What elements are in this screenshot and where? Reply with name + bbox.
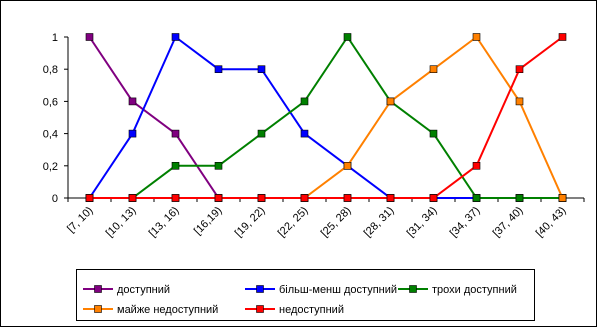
series-layer xyxy=(85,33,567,202)
series-line xyxy=(89,35,563,199)
data-point xyxy=(257,65,266,73)
legend-marker xyxy=(94,285,102,293)
data-point xyxy=(429,129,438,138)
y-tick-label: 0,2 xyxy=(43,161,58,173)
legend-label: доступний xyxy=(117,284,170,296)
data-point xyxy=(472,162,481,170)
data-point xyxy=(300,194,309,202)
data-point xyxy=(171,194,180,202)
series-line xyxy=(89,36,564,199)
legend-label: майже недоступний xyxy=(117,304,218,316)
data-point xyxy=(515,97,524,106)
data-point xyxy=(257,194,266,202)
data-point xyxy=(171,33,180,41)
data-point xyxy=(128,97,137,106)
data-point xyxy=(515,194,524,202)
y-tick-label: 0,8 xyxy=(43,64,58,76)
legend-label: трохи доступний xyxy=(432,284,517,296)
y-tick-label: 1 xyxy=(52,32,58,44)
legend: доступний більш-менш доступний трохи досту… xyxy=(76,269,535,321)
legend-box xyxy=(76,269,535,321)
data-point xyxy=(429,194,438,202)
legend-marker xyxy=(256,285,264,293)
data-point xyxy=(128,194,137,202)
data-point xyxy=(214,194,223,202)
data-point xyxy=(128,129,137,138)
data-point xyxy=(85,33,94,41)
legend-marker xyxy=(256,305,264,313)
legend-marker xyxy=(94,305,102,313)
data-point xyxy=(300,97,309,106)
data-point xyxy=(558,33,567,41)
data-point xyxy=(472,194,481,202)
data-point xyxy=(214,65,223,73)
data-point xyxy=(558,194,567,202)
y-tick-label: 0,6 xyxy=(43,96,58,108)
data-point xyxy=(343,33,352,41)
data-point xyxy=(85,194,94,202)
data-point xyxy=(386,97,395,106)
data-point xyxy=(472,33,481,41)
y-tick-label: 0 xyxy=(52,193,58,205)
y-tick-label: 0,4 xyxy=(43,129,58,141)
data-point xyxy=(214,162,223,170)
data-point xyxy=(171,162,180,170)
data-point xyxy=(300,129,309,138)
data-point xyxy=(171,129,180,138)
data-point xyxy=(257,129,266,138)
data-point xyxy=(515,65,524,73)
data-point xyxy=(386,194,395,202)
data-point xyxy=(429,65,438,73)
legend-label: недоступний xyxy=(279,304,344,316)
data-point xyxy=(343,162,352,170)
data-point xyxy=(343,194,352,202)
legend-marker xyxy=(409,285,417,293)
legend-label: більш-менш доступний xyxy=(279,284,397,296)
